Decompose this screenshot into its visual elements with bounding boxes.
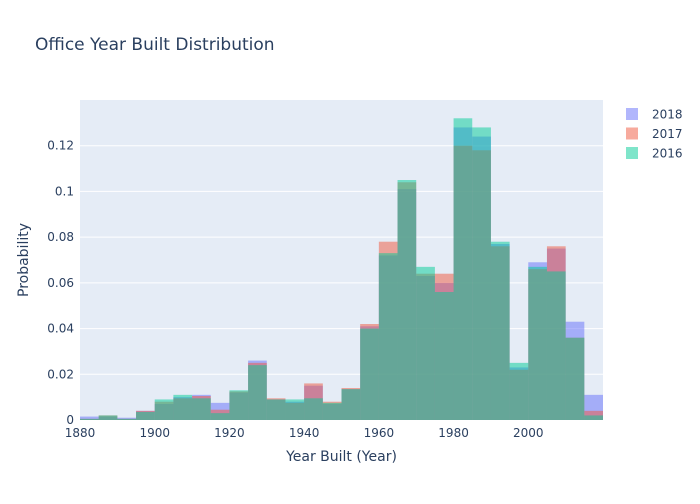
legend-label[interactable]: 2017 (652, 127, 683, 141)
bar-2016-1975 (434, 292, 454, 420)
bar-2016-2015 (584, 415, 603, 420)
bar-2018-1880 (80, 416, 99, 420)
bar-2016-1930 (266, 399, 286, 420)
y-tick-label: 0.02 (47, 367, 74, 381)
legend-label[interactable]: 2018 (652, 108, 683, 122)
chart-title: Office Year Built Distribution (35, 35, 275, 55)
bar-2016-1945 (322, 402, 342, 420)
y-tick-label: 0.12 (47, 139, 74, 153)
legend-swatch[interactable] (626, 108, 638, 120)
y-tick-label: 0.08 (47, 230, 74, 244)
bar-2016-1905 (173, 394, 193, 420)
bar-2016-1960 (378, 253, 398, 420)
bar-2016-1915 (210, 413, 230, 420)
bar-2016-1955 (360, 328, 379, 420)
bar-2016-2010 (565, 337, 585, 420)
x-tick-label: 1960 (364, 426, 395, 440)
x-axis-label: Year Built (Year) (285, 449, 397, 465)
bar-2016-1920 (229, 390, 249, 420)
y-tick-label: 0.06 (47, 276, 74, 290)
x-tick-label: 1920 (214, 426, 245, 440)
x-tick-label: 1880 (65, 426, 96, 440)
series-2016 (80, 118, 603, 421)
bar-2016-1995 (509, 362, 529, 420)
bar-2016-1880 (80, 418, 99, 420)
x-tick-label: 1940 (289, 426, 320, 440)
bar-2016-1940 (304, 398, 323, 420)
bar-2016-1925 (248, 365, 267, 420)
legend[interactable]: 2018 2017 2016 (626, 108, 683, 161)
bar-2016-1965 (397, 180, 417, 420)
bar-2016-1895 (136, 412, 155, 420)
legend-item-2016[interactable]: 2016 (626, 147, 683, 161)
legend-item-2017[interactable]: 2017 (626, 127, 683, 141)
bars (80, 118, 603, 421)
x-tick-label: 2000 (513, 426, 544, 440)
bar-2016-1900 (154, 399, 174, 420)
y-tick-label: 0.1 (55, 184, 74, 198)
grid-lines (80, 145, 603, 375)
legend-swatch[interactable] (626, 127, 638, 140)
bar-2016-2005 (546, 271, 566, 420)
bar-2016-1885 (98, 415, 118, 420)
y-tick-label: 0 (66, 413, 74, 427)
legend-label[interactable]: 2016 (652, 147, 683, 161)
x-tick-label: 1900 (139, 426, 170, 440)
legend-swatch[interactable] (626, 147, 638, 159)
bar-2016-1935 (285, 399, 305, 420)
y-axis-label: Probability (16, 223, 32, 297)
legend-item-2018[interactable]: 2018 (626, 108, 683, 122)
bar-2016-1950 (341, 389, 361, 420)
bar-2016-1970 (416, 266, 435, 420)
bar-2016-1890 (117, 418, 137, 420)
x-tick-label: 1980 (438, 426, 469, 440)
axes: 1880 1900 1920 1940 1960 1980 2000 0 0.02 0.04 0.0… (47, 139, 543, 440)
bar-2016-1985 (472, 127, 491, 420)
y-tick-label: 0.04 (47, 322, 74, 336)
bar-2016-1990 (490, 241, 510, 420)
bar-2016-1910 (192, 398, 211, 420)
bar-2016-1980 (453, 118, 473, 421)
bar-2016-2000 (528, 266, 547, 420)
